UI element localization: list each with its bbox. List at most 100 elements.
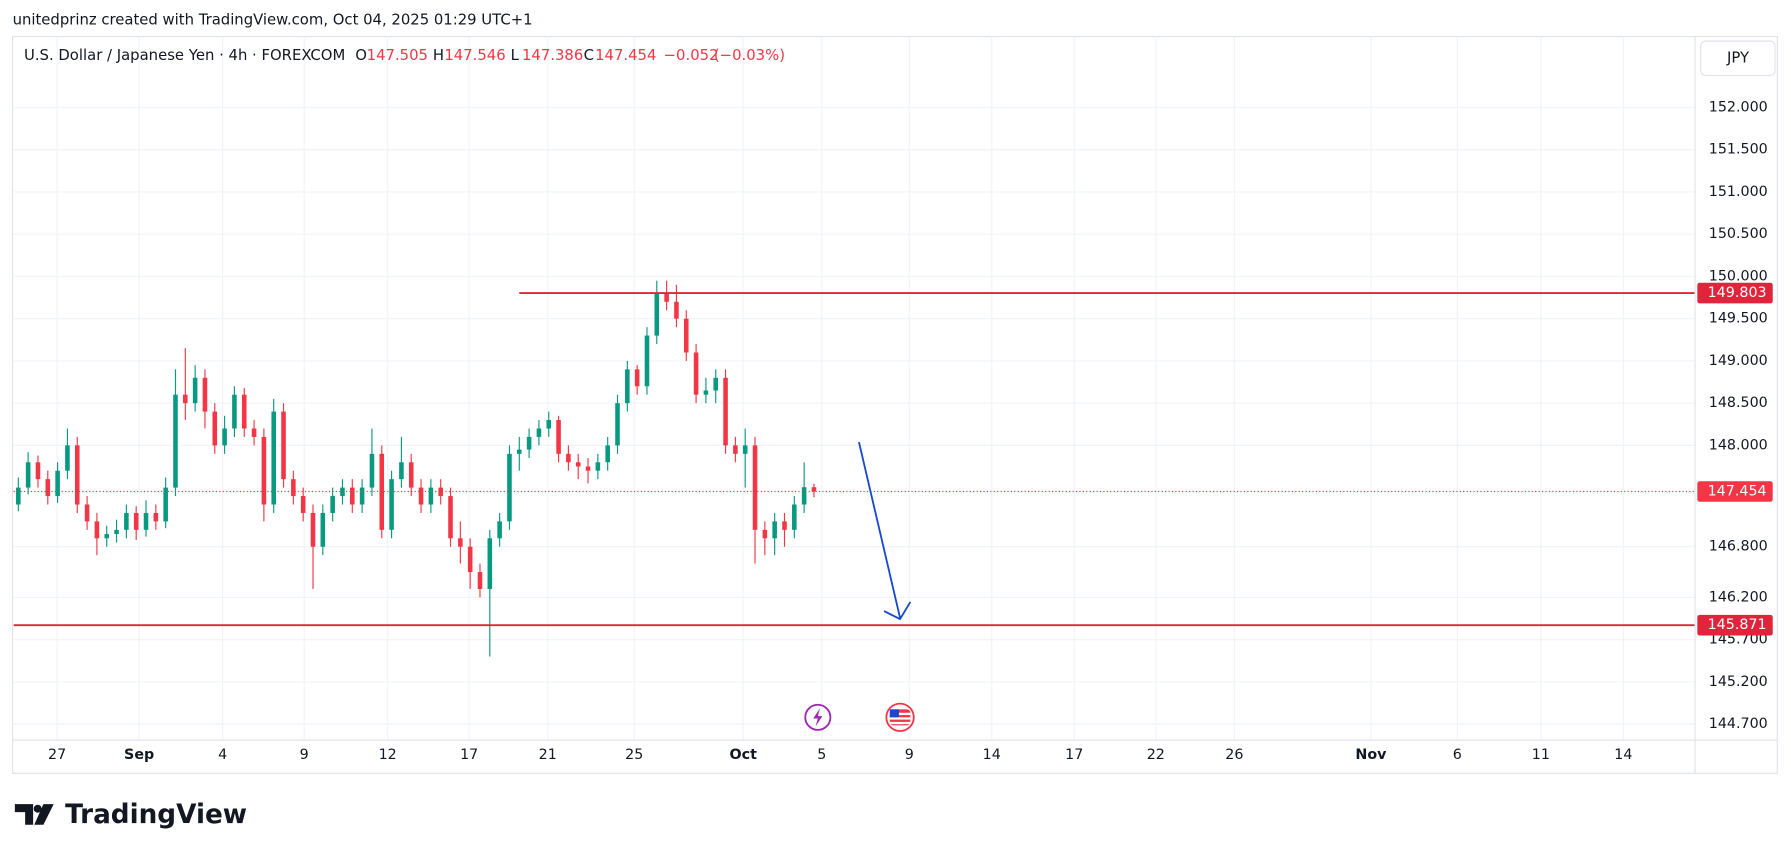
x-tick-label: 14 bbox=[983, 747, 1001, 763]
candle-body bbox=[487, 538, 493, 589]
candle-body bbox=[350, 487, 355, 505]
candle-body bbox=[811, 487, 817, 492]
candle-body bbox=[173, 394, 178, 488]
candle-body bbox=[733, 445, 738, 454]
candle-body bbox=[300, 496, 306, 513]
x-tick-label: 27 bbox=[48, 747, 66, 763]
candle-body bbox=[104, 534, 110, 539]
x-tick-label: 14 bbox=[1614, 747, 1632, 763]
level-price-tag bbox=[1697, 282, 1773, 304]
candle-body bbox=[625, 369, 630, 404]
y-tick-label: 144.700 bbox=[1709, 716, 1768, 732]
event-icon[interactable] bbox=[804, 703, 832, 731]
candle-body bbox=[330, 496, 335, 513]
ohlc-label: O bbox=[355, 47, 367, 64]
candle-body bbox=[782, 521, 787, 530]
candle-body bbox=[133, 512, 139, 530]
logo: TradingView bbox=[14, 800, 247, 830]
candle-body bbox=[634, 369, 640, 387]
candle-body bbox=[683, 318, 689, 353]
y-tick-label: 148.000 bbox=[1709, 437, 1768, 453]
candle-body bbox=[232, 394, 237, 429]
candle-body bbox=[448, 496, 453, 539]
x-tick-label: Sep bbox=[124, 747, 154, 763]
candle-body bbox=[202, 377, 208, 412]
candle-body bbox=[742, 445, 748, 454]
x-tick-label: 17 bbox=[460, 747, 478, 763]
candle-body bbox=[723, 377, 728, 446]
level-price-tag bbox=[1697, 614, 1773, 636]
candle-body bbox=[369, 453, 375, 488]
attribution: unitedprinz created with TradingView.com… bbox=[13, 12, 533, 29]
change-percent: (−0.03%) bbox=[714, 47, 785, 64]
candle-body bbox=[497, 521, 502, 539]
candle-body bbox=[752, 445, 758, 530]
candle-body bbox=[84, 504, 90, 522]
candle-body bbox=[359, 487, 365, 505]
y-tick-label: 150.500 bbox=[1709, 226, 1768, 242]
x-tick-label: 6 bbox=[1453, 747, 1462, 763]
x-tick-label: 4 bbox=[218, 747, 227, 763]
candle-body bbox=[251, 428, 257, 437]
candle-body bbox=[585, 466, 591, 471]
y-tick-label: 146.800 bbox=[1709, 539, 1768, 555]
candle-body bbox=[467, 546, 473, 573]
x-tick-label: Nov bbox=[1355, 747, 1387, 763]
ohlc-label: C bbox=[584, 47, 594, 64]
candle-body bbox=[320, 512, 326, 547]
candle-body bbox=[271, 411, 276, 505]
candle-body bbox=[192, 377, 198, 404]
candle-body bbox=[310, 512, 316, 547]
candle-body bbox=[45, 479, 51, 497]
y-tick-label: 145.700 bbox=[1709, 632, 1768, 648]
candle-body bbox=[654, 293, 660, 336]
candle-body bbox=[16, 487, 21, 505]
candle-body bbox=[792, 504, 797, 530]
candle-body bbox=[801, 487, 807, 505]
level-price-label: 149.803 bbox=[1708, 285, 1767, 301]
candle-body bbox=[35, 462, 41, 480]
ohlc-label: H bbox=[433, 47, 444, 64]
candle-body bbox=[556, 420, 561, 454]
candle-body bbox=[222, 428, 227, 446]
candle-body bbox=[163, 487, 168, 522]
currency[interactable]: JPY bbox=[1726, 49, 1750, 66]
candle-body bbox=[340, 487, 345, 497]
candle-body bbox=[74, 445, 80, 505]
candle-body bbox=[291, 479, 296, 497]
candle-body bbox=[546, 420, 552, 429]
candle-body bbox=[124, 512, 129, 530]
chart-frame bbox=[11, 35, 1778, 774]
currency-button[interactable] bbox=[1700, 40, 1776, 76]
candle-body bbox=[94, 521, 100, 539]
x-tick-label: 9 bbox=[300, 747, 309, 763]
candle-body bbox=[25, 462, 31, 488]
x-tick-label: 21 bbox=[539, 747, 557, 763]
candle-body bbox=[664, 293, 669, 302]
x-tick-label: 26 bbox=[1225, 747, 1243, 763]
candle-body bbox=[379, 453, 385, 530]
x-tick-label: 17 bbox=[1065, 747, 1083, 763]
candle-body bbox=[595, 462, 601, 471]
candle-body bbox=[241, 394, 247, 429]
candle-body bbox=[261, 436, 267, 505]
us-event-icon[interactable] bbox=[885, 702, 915, 732]
candle-body bbox=[507, 453, 512, 522]
candle-body bbox=[566, 453, 571, 463]
ohlc-value: 147.386 bbox=[522, 47, 583, 64]
candle-body bbox=[526, 436, 532, 450]
y-tick-label: 150.000 bbox=[1709, 268, 1768, 284]
candle-body bbox=[399, 462, 404, 480]
change: −0.052 bbox=[664, 47, 719, 64]
y-tick-label: 151.500 bbox=[1709, 142, 1768, 158]
candle-body bbox=[212, 411, 218, 446]
candle-body bbox=[281, 411, 286, 480]
y-tick-label: 152.000 bbox=[1709, 100, 1768, 116]
y-tick-label: 149.500 bbox=[1709, 311, 1768, 327]
last-price-tag bbox=[1697, 481, 1773, 502]
candle-body bbox=[408, 462, 414, 488]
candle-body bbox=[477, 572, 483, 589]
candle-body bbox=[428, 487, 434, 505]
candle-body bbox=[703, 390, 709, 395]
candle-body bbox=[772, 521, 777, 539]
